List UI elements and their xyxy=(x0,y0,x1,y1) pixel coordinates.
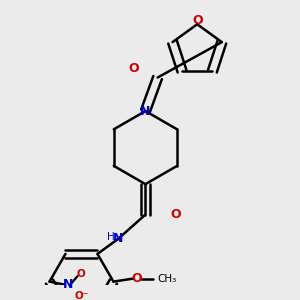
Text: N: N xyxy=(140,104,151,118)
Text: O: O xyxy=(76,269,85,279)
Text: O: O xyxy=(171,208,181,221)
Text: O⁻: O⁻ xyxy=(74,291,88,300)
Text: O: O xyxy=(192,14,202,27)
Text: N: N xyxy=(113,232,123,245)
Text: O: O xyxy=(131,272,142,285)
Text: CH₃: CH₃ xyxy=(158,274,177,284)
Text: H: H xyxy=(107,232,115,242)
Text: N: N xyxy=(63,278,73,291)
Text: O: O xyxy=(128,62,139,75)
